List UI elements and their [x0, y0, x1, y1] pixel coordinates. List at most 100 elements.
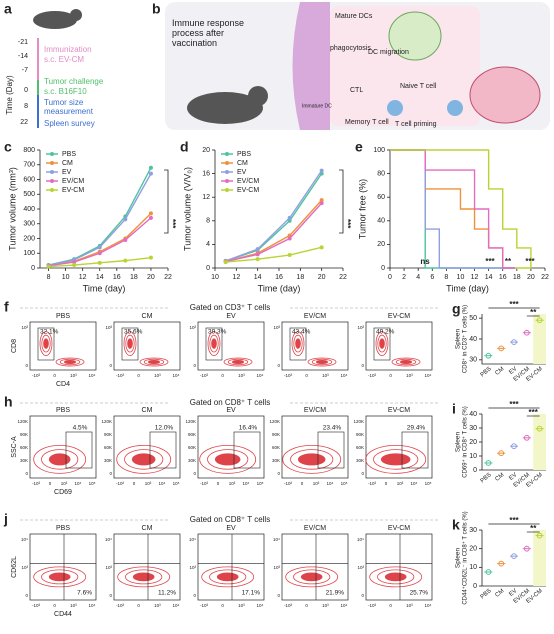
point: [72, 263, 77, 268]
y-axis-label: Spleen: [455, 432, 462, 453]
x-tick-label: 0: [305, 603, 308, 608]
x-tick-label: CM: [494, 588, 505, 599]
t-cell: [447, 100, 463, 116]
x-tick-label: -10³: [116, 481, 125, 486]
plot-frame: [29, 321, 97, 371]
plot-frame: [281, 321, 349, 371]
y-tick-label: 90K: [188, 432, 196, 437]
annotation: ***: [343, 219, 352, 229]
point: [536, 532, 543, 539]
event: Tumor challenge: [44, 77, 104, 86]
x-tick-label: 4: [416, 274, 420, 281]
x-tick-label: 12: [232, 274, 240, 281]
legend-swatch: [50, 170, 54, 174]
x-tick-label: 10⁴: [89, 603, 96, 608]
contour: [214, 453, 241, 466]
y-tick-label: 120K: [353, 419, 364, 424]
y-tick-label: 100: [373, 147, 385, 154]
x-tick-label: 10⁴: [257, 373, 264, 378]
series-line: [225, 202, 323, 263]
y-tick-label: 10³: [273, 565, 280, 570]
x-tick-label: 10⁵: [341, 481, 348, 486]
point: [46, 264, 51, 269]
series-line: [390, 149, 515, 269]
percent: 43.4%: [292, 329, 311, 336]
x-tick-label: 10⁵: [257, 481, 264, 486]
y-tick-label: 30K: [104, 458, 112, 463]
gate: [233, 431, 261, 469]
y-tick-label: 0: [361, 363, 364, 368]
contour: [41, 569, 79, 585]
annotation: ns: [420, 257, 430, 266]
x-tick-label: 0: [221, 373, 224, 378]
sample-name: EV-CM: [388, 407, 410, 414]
panel-label: h: [4, 394, 13, 410]
percent: 39.3%: [208, 329, 227, 336]
y-tick-label: 800: [23, 147, 35, 154]
x-tick-label: 2: [402, 274, 406, 281]
point: [148, 255, 153, 260]
x-tick-label: CM: [494, 472, 505, 483]
y-tick-label: 10⁴: [357, 537, 364, 542]
x-tick-label: 8: [444, 274, 448, 281]
y-tick-label: 10³: [189, 565, 196, 570]
legend-swatch: [50, 179, 54, 183]
point: [287, 236, 292, 241]
contour: [116, 444, 172, 474]
y-tick-label: 30K: [272, 458, 280, 463]
diagram-label: Immature DC: [302, 103, 332, 109]
y-tick-label: 0: [193, 471, 196, 476]
contour: [307, 357, 337, 367]
contour: [147, 359, 160, 364]
x-tick-label: 10⁵: [425, 481, 432, 486]
point: [523, 545, 530, 552]
x-tick-label: 0: [137, 603, 140, 608]
y-tick-label: 60K: [272, 445, 280, 450]
contours: [365, 444, 427, 474]
contour: [125, 569, 163, 585]
percent: 4.5%: [73, 425, 88, 432]
y-tick-label: 10⁴: [21, 537, 28, 542]
plot-frame: [113, 321, 181, 371]
contours: [369, 566, 423, 588]
y-tick-label: 0: [277, 471, 280, 476]
x-tick-label: 10³: [229, 481, 236, 486]
diagram-label: DC migration: [368, 49, 409, 56]
x-tick-label: 10⁴: [173, 373, 180, 378]
y-axis-label: Tumor free (%): [357, 179, 367, 239]
contour: [295, 338, 301, 349]
contour: [143, 358, 165, 366]
x-tick-label: EV: [508, 472, 518, 482]
contour: [297, 453, 326, 466]
x-tick-label: 16: [275, 274, 283, 281]
axis: [481, 314, 546, 365]
y-tick-label: 10³: [273, 325, 280, 330]
contour: [55, 357, 85, 367]
y-tick-label: 10³: [21, 325, 28, 330]
contour: [124, 449, 164, 470]
x-axis-label: Time (day): [446, 283, 489, 293]
gate: [121, 327, 139, 361]
y-tick-label: 16: [202, 170, 210, 177]
contour: [384, 572, 407, 582]
contour: [33, 444, 87, 474]
x-tick-label: 8: [47, 274, 51, 281]
y-tick-label: 10³: [21, 565, 28, 570]
y-tick-label: 200: [23, 235, 35, 242]
annotation: ***: [509, 516, 519, 525]
y-tick-label: 10: [469, 453, 477, 460]
x-tick-label: 10⁴: [173, 603, 180, 608]
plot-frame: [197, 321, 265, 371]
point: [485, 569, 492, 575]
x-axis-label: CD69: [54, 489, 72, 496]
x-tick-label: -10³: [284, 481, 293, 486]
legend-swatch: [50, 152, 54, 156]
x-tick-label: 22: [339, 274, 347, 281]
gate: [37, 327, 55, 361]
contour: [48, 453, 71, 466]
y-tick-label: 10³: [189, 325, 196, 330]
contours: [291, 331, 337, 367]
y-tick-label: 0: [25, 471, 28, 476]
point: [123, 237, 128, 242]
y-tick-label: 30K: [356, 458, 364, 463]
